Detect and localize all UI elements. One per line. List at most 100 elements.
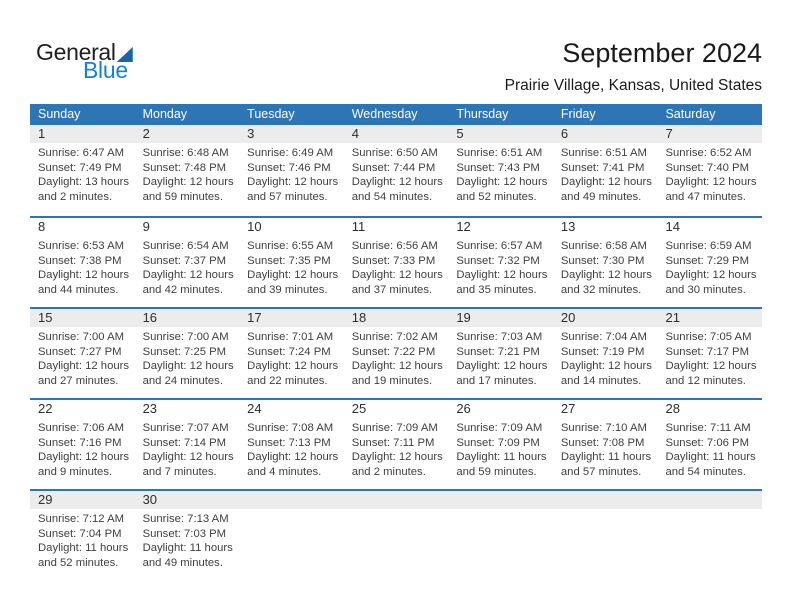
daylight-text: Daylight: 11 hours xyxy=(456,451,547,464)
day-cell-27: 27 Sunrise: 7:10 AM Sunset: 7:08 PM Dayligh… xyxy=(553,400,658,489)
sunrise-text: Sunrise: 6:52 AM xyxy=(665,147,752,159)
day-info: Sunrise: 7:04 AM Sunset: 7:19 PM Daylight:… xyxy=(561,330,656,388)
day-info: Sunrise: 7:06 AM Sunset: 7:16 PM Daylight:… xyxy=(38,421,133,479)
page-title: September 2024 xyxy=(562,38,762,68)
daylight-text: Daylight: 11 hours xyxy=(665,451,756,464)
sunset-text: Sunset: 7:08 PM xyxy=(560,436,645,449)
sunset-text: Sunset: 7:16 PM xyxy=(38,436,122,449)
day-number: 16 xyxy=(142,310,158,325)
day-cell-8: 8 Sunrise: 6:53 AM Sunset: 7:38 PM Daylight… xyxy=(30,218,135,307)
day-info: Sunrise: 7:09 AM Sunset: 7:11 PM Daylight:… xyxy=(352,421,447,479)
sunset-text: Sunset: 7:33 PM xyxy=(351,254,436,267)
sunrise-text: Sunrise: 7:05 AM xyxy=(665,331,752,343)
daylight-text: and 54 minutes. xyxy=(351,190,433,203)
day-cell-30: 30 Sunrise: 7:13 AM Sunset: 7:03 PM Dayligh… xyxy=(135,491,240,580)
sunrise-text: Sunrise: 6:49 AM xyxy=(247,147,334,159)
week-row-3: 15 Sunrise: 7:00 AM Sunset: 7:27 PM Dayligh… xyxy=(30,307,762,398)
day-number: 1 xyxy=(38,126,46,141)
day-cell-18: 18 Sunrise: 7:02 AM Sunset: 7:22 PM Dayligh… xyxy=(344,309,449,398)
week-row-4: 22 Sunrise: 7:06 AM Sunset: 7:16 PM Dayligh… xyxy=(30,398,762,489)
day-info: Sunrise: 6:58 AM Sunset: 7:30 PM Daylight:… xyxy=(561,239,656,297)
daylight-text: and 22 minutes. xyxy=(247,374,328,387)
general-blue-logo: General Blue xyxy=(36,41,133,83)
day-number: 19 xyxy=(456,310,471,325)
day-info: Sunrise: 6:55 AM Sunset: 7:35 PM Daylight:… xyxy=(247,239,342,297)
day-cell-3: 3 Sunrise: 6:49 AM Sunset: 7:46 PM Daylight… xyxy=(239,125,344,216)
day-cell-21: 21 Sunrise: 7:05 AM Sunset: 7:17 PM Dayligh… xyxy=(657,309,762,398)
sunset-text: Sunset: 7:04 PM xyxy=(38,527,122,540)
daylight-text: and 14 minutes. xyxy=(560,374,642,387)
logo-blue-text: Blue xyxy=(83,57,128,83)
day-cell-9: 9 Sunrise: 6:54 AM Sunset: 7:37 PM Daylight… xyxy=(135,218,240,307)
sunrise-text: Sunrise: 7:11 AM xyxy=(665,422,751,434)
sunset-text: Sunset: 7:11 PM xyxy=(351,436,435,449)
sunset-text: Sunset: 7:32 PM xyxy=(456,254,540,267)
day-info: Sunrise: 7:05 AM Sunset: 7:17 PM Daylight:… xyxy=(665,330,760,388)
sunset-text: Sunset: 7:06 PM xyxy=(665,436,749,449)
day-info: Sunrise: 6:49 AM Sunset: 7:46 PM Daylight:… xyxy=(247,146,342,204)
day-cell-empty xyxy=(239,491,344,580)
day-number: 23 xyxy=(142,401,158,416)
daylight-text: Daylight: 12 hours xyxy=(351,451,443,464)
week-row-1: 1 Sunrise: 6:47 AM Sunset: 7:49 PM Daylight… xyxy=(30,125,762,216)
sunrise-text: Sunrise: 7:02 AM xyxy=(351,331,438,343)
sunset-text: Sunset: 7:41 PM xyxy=(560,161,645,174)
daylight-text: and 27 minutes. xyxy=(38,374,119,387)
day-number: 3 xyxy=(247,126,255,141)
daylight-text: and 59 minutes. xyxy=(456,465,537,478)
sunset-text: Sunset: 7:24 PM xyxy=(247,345,331,358)
sunset-text: Sunset: 7:49 PM xyxy=(38,161,122,174)
sunrise-text: Sunrise: 7:00 AM xyxy=(142,331,229,343)
daylight-text: and 17 minutes. xyxy=(456,374,537,387)
daylight-text: Daylight: 12 hours xyxy=(247,451,339,464)
day-number: 27 xyxy=(560,401,576,416)
day-cell-29: 29 Sunrise: 7:12 AM Sunset: 7:04 PM Dayligh… xyxy=(30,491,135,580)
day-number: 24 xyxy=(247,401,262,416)
sunset-text: Sunset: 7:35 PM xyxy=(247,254,331,267)
daylight-text: and 52 minutes. xyxy=(456,190,537,203)
sunset-text: Sunset: 7:30 PM xyxy=(560,254,645,267)
daylight-text: Daylight: 12 hours xyxy=(665,176,757,189)
day-number: 25 xyxy=(351,401,367,416)
day-cell-empty xyxy=(553,491,658,580)
day-info: Sunrise: 6:57 AM Sunset: 7:32 PM Daylight:… xyxy=(456,239,551,297)
day-number: 29 xyxy=(38,492,53,507)
day-number: 9 xyxy=(142,219,150,234)
sunset-text: Sunset: 7:37 PM xyxy=(142,254,227,267)
daylight-text: and 32 minutes. xyxy=(560,283,642,296)
daylight-text: and 9 minutes. xyxy=(38,465,113,478)
daylight-text: Daylight: 12 hours xyxy=(456,176,548,189)
daylight-text: and 24 minutes. xyxy=(142,374,223,387)
sunrise-text: Sunrise: 7:12 AM xyxy=(38,513,125,525)
daylight-text: and 19 minutes. xyxy=(351,374,433,387)
sunrise-text: Sunrise: 6:57 AM xyxy=(456,240,543,252)
sunset-text: Sunset: 7:40 PM xyxy=(665,161,749,174)
day-cell-4: 4 Sunrise: 6:50 AM Sunset: 7:44 PM Daylight… xyxy=(344,125,449,216)
sunrise-text: Sunrise: 7:13 AM xyxy=(142,513,229,525)
day-cell-10: 10 Sunrise: 6:55 AM Sunset: 7:35 PM Dayligh… xyxy=(239,218,344,307)
day-info: Sunrise: 6:56 AM Sunset: 7:33 PM Daylight:… xyxy=(352,239,447,297)
sunset-text: Sunset: 7:14 PM xyxy=(142,436,227,449)
daylight-text: and 37 minutes. xyxy=(351,283,433,296)
day-number: 30 xyxy=(142,492,158,507)
sunrise-text: Sunrise: 6:56 AM xyxy=(351,240,438,252)
day-number: 6 xyxy=(560,126,569,141)
day-number: 12 xyxy=(456,219,471,234)
daylight-text: and 42 minutes. xyxy=(142,283,223,296)
daylight-text: Daylight: 12 hours xyxy=(665,269,757,282)
daylight-text: and 2 minutes. xyxy=(351,465,426,478)
day-info: Sunrise: 7:11 AM Sunset: 7:06 PM Daylight:… xyxy=(665,421,760,479)
sunrise-text: Sunrise: 6:53 AM xyxy=(38,240,125,252)
daylight-text: Daylight: 12 hours xyxy=(560,176,652,189)
weekday-header-monday: Monday xyxy=(142,107,188,121)
day-cell-24: 24 Sunrise: 7:08 AM Sunset: 7:13 PM Dayligh… xyxy=(239,400,344,489)
sunrise-text: Sunrise: 7:04 AM xyxy=(560,331,647,343)
day-cell-25: 25 Sunrise: 7:09 AM Sunset: 7:11 PM Dayligh… xyxy=(344,400,449,489)
daylight-text: Daylight: 12 hours xyxy=(142,269,234,282)
page-header: General Blue September 2024 Prairie Vill… xyxy=(0,0,792,104)
day-cell-5: 5 Sunrise: 6:51 AM Sunset: 7:43 PM Daylight… xyxy=(448,125,553,216)
location-subtitle: Prairie Village, Kansas, United States xyxy=(504,77,762,94)
daylight-text: Daylight: 13 hours xyxy=(38,176,130,189)
day-number: 18 xyxy=(351,310,367,325)
sunset-text: Sunset: 7:27 PM xyxy=(38,345,122,358)
